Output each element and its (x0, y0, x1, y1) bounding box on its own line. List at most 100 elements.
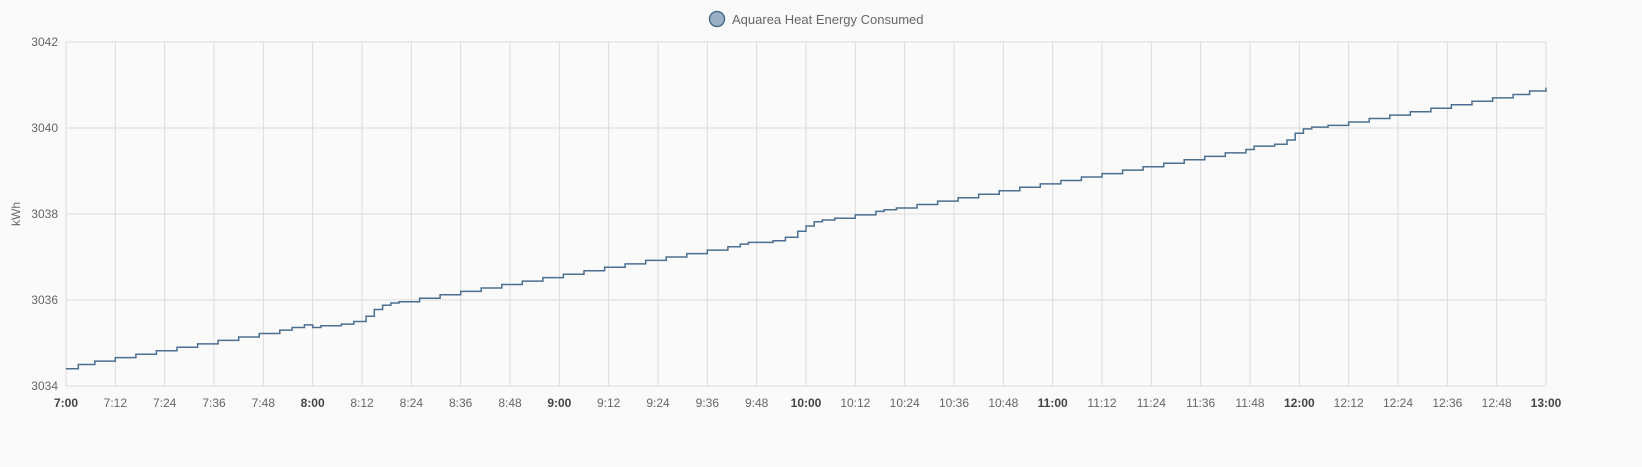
data-point[interactable] (561, 272, 566, 277)
data-point[interactable] (935, 199, 940, 204)
data-point[interactable] (175, 345, 180, 350)
data-point[interactable] (1309, 125, 1314, 130)
data-point[interactable] (1301, 126, 1306, 131)
data-point[interactable] (1100, 171, 1105, 176)
data-point[interactable] (290, 325, 295, 330)
x-tick-label: 9:36 (696, 396, 720, 410)
data-point[interactable] (997, 188, 1002, 193)
data-point[interactable] (339, 322, 344, 327)
data-point[interactable] (277, 328, 282, 333)
data-point[interactable] (725, 244, 730, 249)
data-point[interactable] (1285, 138, 1290, 143)
data-point[interactable] (1511, 92, 1516, 97)
data-point[interactable] (1367, 116, 1372, 121)
data-point[interactable] (705, 248, 710, 253)
data-point[interactable] (351, 319, 356, 324)
data-point[interactable] (1141, 164, 1146, 169)
data-point[interactable] (113, 355, 118, 360)
data-point[interactable] (1079, 175, 1084, 180)
data-point[interactable] (302, 322, 307, 327)
data-point[interactable] (318, 323, 323, 328)
data-point[interactable] (236, 334, 241, 339)
data-point[interactable] (1252, 144, 1257, 149)
data-point[interactable] (820, 218, 825, 223)
data-point[interactable] (915, 202, 920, 207)
data-point[interactable] (873, 209, 878, 214)
data-point[interactable] (1038, 181, 1043, 186)
data-point[interactable] (438, 292, 443, 297)
data-point[interactable] (1408, 109, 1413, 114)
data-point[interactable] (154, 348, 159, 353)
data-point[interactable] (1202, 154, 1207, 159)
data-point[interactable] (738, 242, 743, 247)
data-point[interactable] (380, 303, 385, 308)
data-point[interactable] (195, 341, 200, 346)
data-point[interactable] (479, 285, 484, 290)
data-point[interactable] (1161, 161, 1166, 166)
data-point[interactable] (64, 366, 69, 371)
data-point[interactable] (894, 205, 899, 210)
data-point[interactable] (1120, 168, 1125, 173)
data-point[interactable] (956, 195, 961, 200)
data-point[interactable] (1017, 185, 1022, 190)
data-point[interactable] (133, 352, 138, 357)
y-tick-label: 3038 (31, 207, 58, 221)
data-point[interactable] (520, 279, 525, 284)
data-point[interactable] (1470, 99, 1475, 104)
data-point[interactable] (664, 255, 669, 260)
data-point[interactable] (882, 207, 887, 212)
data-point[interactable] (397, 299, 402, 304)
data-point[interactable] (364, 314, 369, 319)
data-point[interactable] (1272, 142, 1277, 147)
data-point[interactable] (417, 296, 422, 301)
data-point[interactable] (771, 238, 776, 243)
data-point[interactable] (976, 192, 981, 197)
data-point[interactable] (1428, 106, 1433, 111)
y-tick-label: 3042 (31, 35, 58, 49)
data-point[interactable] (1293, 131, 1298, 136)
data-point[interactable] (1182, 157, 1187, 162)
data-point[interactable] (684, 251, 689, 256)
data-point[interactable] (783, 235, 788, 240)
data-point[interactable] (804, 224, 809, 229)
data-point[interactable] (812, 219, 817, 224)
data-point[interactable] (623, 261, 628, 266)
data-point[interactable] (1058, 178, 1063, 183)
x-tick-label: 7:24 (153, 396, 177, 410)
data-point[interactable] (1346, 119, 1351, 124)
data-point[interactable] (540, 275, 545, 280)
data-point[interactable] (388, 301, 393, 306)
legend-swatch-icon[interactable] (708, 10, 726, 28)
data-point[interactable] (1449, 102, 1454, 107)
data-point[interactable] (310, 325, 315, 330)
legend[interactable]: Aquarea Heat Energy Consumed (708, 10, 924, 28)
x-tick-label: 12:36 (1432, 396, 1462, 410)
data-point[interactable] (1223, 150, 1228, 155)
data-point[interactable] (582, 268, 587, 273)
series-line[interactable] (66, 87, 1547, 370)
x-tick-label: 9:00 (547, 396, 571, 410)
data-point[interactable] (216, 338, 221, 343)
data-point[interactable] (746, 240, 751, 245)
data-point[interactable] (1544, 85, 1549, 90)
data-point[interactable] (92, 359, 97, 364)
data-point[interactable] (1490, 95, 1495, 100)
data-point[interactable] (832, 216, 837, 221)
data-point[interactable] (1527, 89, 1532, 94)
data-point[interactable] (499, 282, 504, 287)
data-point[interactable] (1326, 123, 1331, 128)
data-point[interactable] (1387, 113, 1392, 118)
data-point[interactable] (458, 289, 463, 294)
data-point[interactable] (257, 331, 262, 336)
data-point[interactable] (76, 362, 81, 367)
data-point[interactable] (372, 307, 377, 312)
data-point[interactable] (643, 258, 648, 263)
x-tick-label: 12:48 (1482, 396, 1512, 410)
grid (65, 41, 1547, 387)
data-point[interactable] (602, 265, 607, 270)
data-point[interactable] (795, 229, 800, 234)
data-point[interactable] (853, 212, 858, 217)
legend-label[interactable]: Aquarea Heat Energy Consumed (732, 12, 924, 27)
data-point[interactable] (1243, 147, 1248, 152)
